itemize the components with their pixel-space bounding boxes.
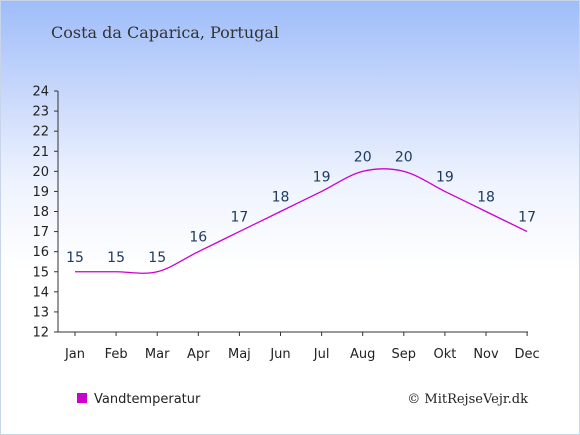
data-label: 17	[230, 210, 248, 226]
y-tick-label: 23	[32, 105, 49, 120]
x-tick-label: Nov	[473, 347, 499, 362]
legend-swatch	[77, 393, 87, 403]
x-tick-label: Feb	[105, 347, 128, 362]
x-tick-label: Dec	[515, 347, 540, 362]
y-tick-label: 15	[32, 265, 49, 280]
plot-area	[74, 168, 528, 274]
data-label: 19	[313, 169, 331, 185]
chart-title: Costa da Caparica, Portugal	[51, 23, 279, 42]
x-tick-label: Jul	[313, 347, 330, 362]
data-label: 17	[518, 210, 536, 226]
x-tick-label: Aug	[350, 347, 375, 362]
x-tick-label: Okt	[433, 347, 456, 362]
data-label: 18	[272, 190, 290, 206]
y-tick-label: 12	[32, 326, 49, 341]
data-label: 19	[436, 169, 454, 185]
x-tick-label: Jun	[269, 347, 290, 362]
y-tick-label: 13	[32, 305, 49, 320]
y-axis: 12 13 14 15 16 17 18 19 20 21 22 23 24	[32, 85, 59, 341]
y-tick-label: 22	[32, 125, 49, 140]
data-label: 20	[395, 149, 413, 165]
data-label: 16	[189, 230, 207, 246]
copyright-text: © MitRejseVejr.dk	[407, 392, 528, 407]
x-tick-label: Jan	[64, 347, 85, 362]
data-label: 15	[66, 250, 84, 266]
x-tick-label: Mar	[145, 347, 170, 362]
data-label: 15	[148, 250, 166, 266]
x-tick-label: Maj	[228, 347, 251, 362]
data-labels: 15 15 15 16 17 18 19 20 20 19 18 17	[66, 149, 536, 265]
data-label: 18	[477, 190, 495, 206]
data-label: 20	[354, 149, 372, 165]
data-label: 15	[107, 250, 125, 266]
y-tick-label: 24	[32, 85, 49, 100]
series-line-vandtemperatur	[74, 168, 528, 274]
y-tick-label: 19	[32, 185, 49, 200]
x-tick-label: Apr	[187, 347, 210, 362]
y-tick-label: 18	[32, 205, 49, 220]
x-axis: Jan Feb Mar Apr Maj Jun Jul Aug Sep Okt Nov Dec	[58, 331, 540, 362]
y-tick-label: 14	[32, 285, 49, 300]
y-tick-label: 20	[32, 165, 49, 180]
x-tick-label: Sep	[392, 347, 417, 362]
y-tick-label: 21	[32, 145, 49, 160]
legend-label: Vandtemperatur	[94, 392, 201, 407]
y-tick-label: 16	[32, 245, 49, 260]
y-tick-label: 17	[32, 225, 49, 240]
